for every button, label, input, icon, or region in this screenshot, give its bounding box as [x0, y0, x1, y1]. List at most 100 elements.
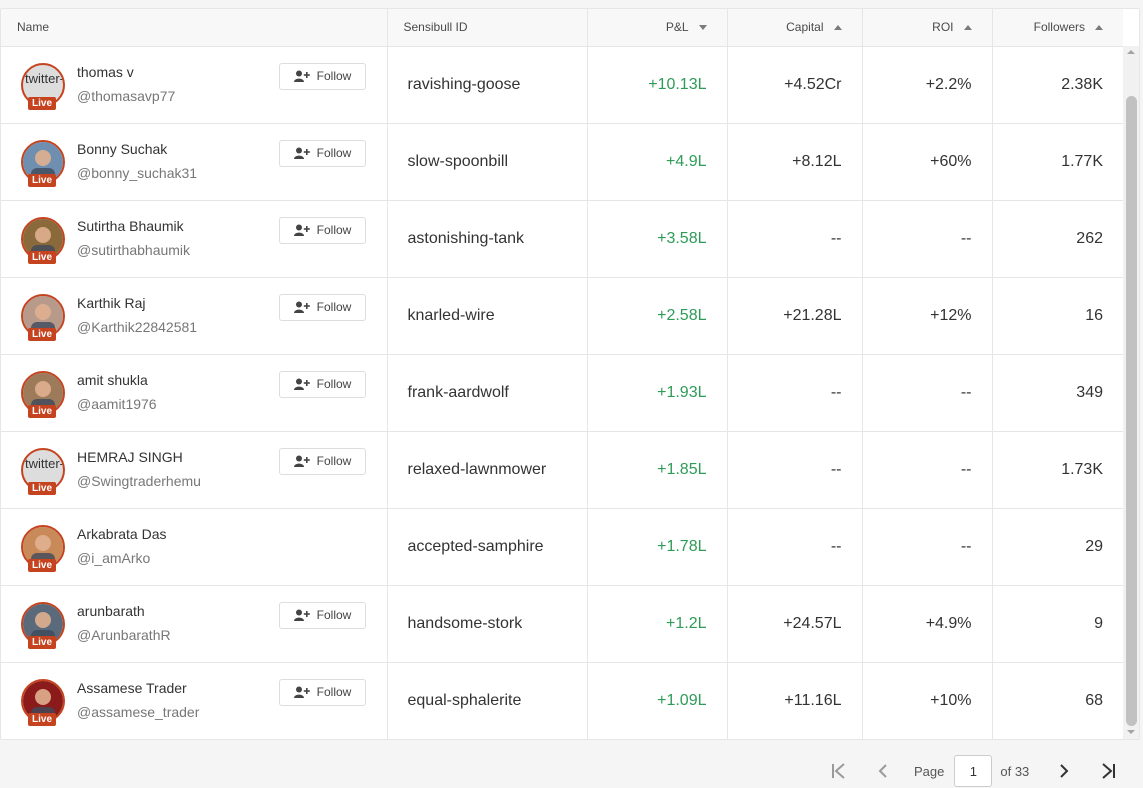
table-row[interactable]: twitter- Live HEMRAJ SINGH @Swingtraderh… [1, 431, 1123, 509]
scroll-down-arrow-icon[interactable] [1127, 730, 1135, 734]
roi-cell: +2.2% [862, 46, 993, 124]
pl-cell: +10.13L [587, 46, 728, 124]
column-header-followers[interactable]: Followers [992, 9, 1123, 47]
first-page-button[interactable] [824, 756, 854, 786]
column-header-capital[interactable]: Capital [727, 9, 863, 47]
capital-cell: +11.16L [727, 662, 863, 739]
chevron-left-icon [878, 764, 887, 778]
sensibull-id-cell[interactable]: ravishing-goose [387, 46, 588, 124]
name-cell: Live Bonny Suchak @bonny_suchak31 Follow [1, 123, 388, 201]
followers-cell: 16 [992, 277, 1123, 355]
user-handle[interactable]: @Karthik22842581 [77, 318, 198, 335]
user-name[interactable]: Karthik Raj [77, 294, 146, 311]
pl-cell: +4.9L [587, 123, 728, 201]
user-name[interactable]: Bonny Suchak [77, 140, 168, 157]
broken-image-alt-text: twitter- [25, 455, 64, 471]
user-handle[interactable]: @assamese_trader [77, 703, 200, 720]
table-row[interactable]: Live Karthik Raj @Karthik22842581 Follow… [1, 277, 1123, 355]
column-header-label: P&L [665, 20, 689, 35]
sensibull-id-cell[interactable]: knarled-wire [387, 277, 588, 355]
user-name[interactable]: amit shukla [77, 371, 148, 388]
follow-button-label: Follow [316, 69, 352, 83]
roi-cell: +60% [862, 123, 993, 201]
name-cell: twitter- Live thomas v @thomasavp77 Foll… [1, 46, 388, 124]
sensibull-id-cell[interactable]: accepted-samphire [387, 508, 588, 586]
roi-cell: +4.9% [862, 585, 993, 663]
table-row[interactable]: twitter- Live thomas v @thomasavp77 Foll… [1, 46, 1123, 124]
user-handle[interactable]: @ArunbarathR [77, 626, 171, 643]
user-handle[interactable]: @sutirthabhaumik [77, 241, 191, 258]
sensibull-id-cell[interactable]: equal-sphalerite [387, 662, 588, 739]
user-handle[interactable]: @bonny_suchak31 [77, 164, 198, 181]
pagination: Page of 33 [824, 755, 1123, 787]
user-handle[interactable]: @thomasavp77 [77, 87, 176, 104]
sort-ascending-icon [963, 24, 972, 30]
table-row[interactable]: Live Sutirtha Bhaumik @sutirthabhaumik F… [1, 200, 1123, 278]
sensibull-id-cell[interactable]: astonishing-tank [387, 200, 588, 278]
add-user-icon [293, 301, 310, 313]
follow-button-label: Follow [316, 223, 352, 237]
capital-cell: -- [727, 508, 863, 586]
scroll-up-arrow-icon[interactable] [1127, 50, 1135, 54]
user-name[interactable]: HEMRAJ SINGH [77, 448, 183, 465]
column-header-label: Capital [786, 20, 824, 35]
followers-cell: 262 [992, 200, 1123, 278]
roi-cell: +10% [862, 662, 993, 739]
follow-button[interactable]: Follow [279, 62, 366, 90]
chevron-right-icon [1060, 764, 1069, 778]
scrollbar-thumb[interactable] [1126, 96, 1137, 726]
follow-button-label: Follow [316, 300, 352, 314]
column-header-roi[interactable]: ROI [862, 9, 993, 47]
previous-page-button[interactable] [868, 756, 898, 786]
last-page-button[interactable] [1093, 756, 1123, 786]
user-handle[interactable]: @i_amArko [77, 549, 151, 566]
user-handle[interactable]: @aamit1976 [77, 395, 157, 412]
name-cell: Live Sutirtha Bhaumik @sutirthabhaumik F… [1, 200, 388, 278]
table-row[interactable]: Live amit shukla @aamit1976 Follow frank… [1, 354, 1123, 432]
roi-cell: -- [862, 200, 993, 278]
user-name[interactable]: Sutirtha Bhaumik [77, 217, 184, 234]
roi-cell: -- [862, 508, 993, 586]
user-name[interactable]: thomas v [77, 63, 134, 80]
user-name[interactable]: Assamese Trader [77, 679, 187, 696]
table-row[interactable]: Live Arkabrata Das @i_amArko accepted-sa… [1, 508, 1123, 586]
follow-button[interactable]: Follow [279, 293, 366, 321]
add-user-icon [293, 378, 310, 390]
sensibull-id-cell[interactable]: handsome-stork [387, 585, 588, 663]
follow-button[interactable]: Follow [279, 601, 366, 629]
pl-cell: +1.93L [587, 354, 728, 432]
sensibull-id-cell[interactable]: slow-spoonbill [387, 123, 588, 201]
table-row[interactable]: Live Bonny Suchak @bonny_suchak31 Follow… [1, 123, 1123, 201]
page-number-input[interactable] [954, 755, 993, 787]
vertical-scrollbar[interactable] [1123, 46, 1139, 739]
next-page-button[interactable] [1049, 756, 1079, 786]
sort-ascending-icon [1095, 24, 1103, 30]
follow-button[interactable]: Follow [279, 216, 366, 244]
followers-cell: 29 [992, 508, 1123, 586]
add-user-icon [293, 686, 310, 698]
follow-button[interactable]: Follow [279, 370, 366, 398]
follow-button-label: Follow [316, 454, 352, 468]
followers-cell: 1.77K [992, 123, 1123, 201]
follow-button[interactable]: Follow [279, 678, 366, 706]
followers-cell: 9 [992, 585, 1123, 663]
pl-cell: +1.85L [587, 431, 728, 509]
live-badge: Live [28, 635, 57, 649]
table-row[interactable]: Live arunbarath @ArunbarathR Follow hand… [1, 585, 1123, 663]
add-user-icon [293, 609, 310, 621]
add-user-icon [293, 147, 310, 159]
sensibull-id-cell[interactable]: frank-aardwolf [387, 354, 588, 432]
table-row[interactable]: Live Assamese Trader @assamese_trader Fo… [1, 662, 1123, 739]
capital-cell: +8.12L [727, 123, 863, 201]
follow-button[interactable]: Follow [279, 447, 366, 475]
page-total-label: of 33 [1000, 763, 1030, 779]
user-name[interactable]: Arkabrata Das [77, 525, 167, 542]
live-badge: Live [28, 404, 57, 418]
follow-button-label: Follow [316, 685, 352, 699]
follow-button[interactable]: Follow [279, 139, 366, 167]
user-handle[interactable]: @Swingtraderhemu [77, 472, 201, 489]
user-name[interactable]: arunbarath [77, 602, 145, 619]
column-header-pl[interactable]: P&L [587, 9, 728, 47]
sensibull-id-cell[interactable]: relaxed-lawnmower [387, 431, 588, 509]
capital-cell: +21.28L [727, 277, 863, 355]
